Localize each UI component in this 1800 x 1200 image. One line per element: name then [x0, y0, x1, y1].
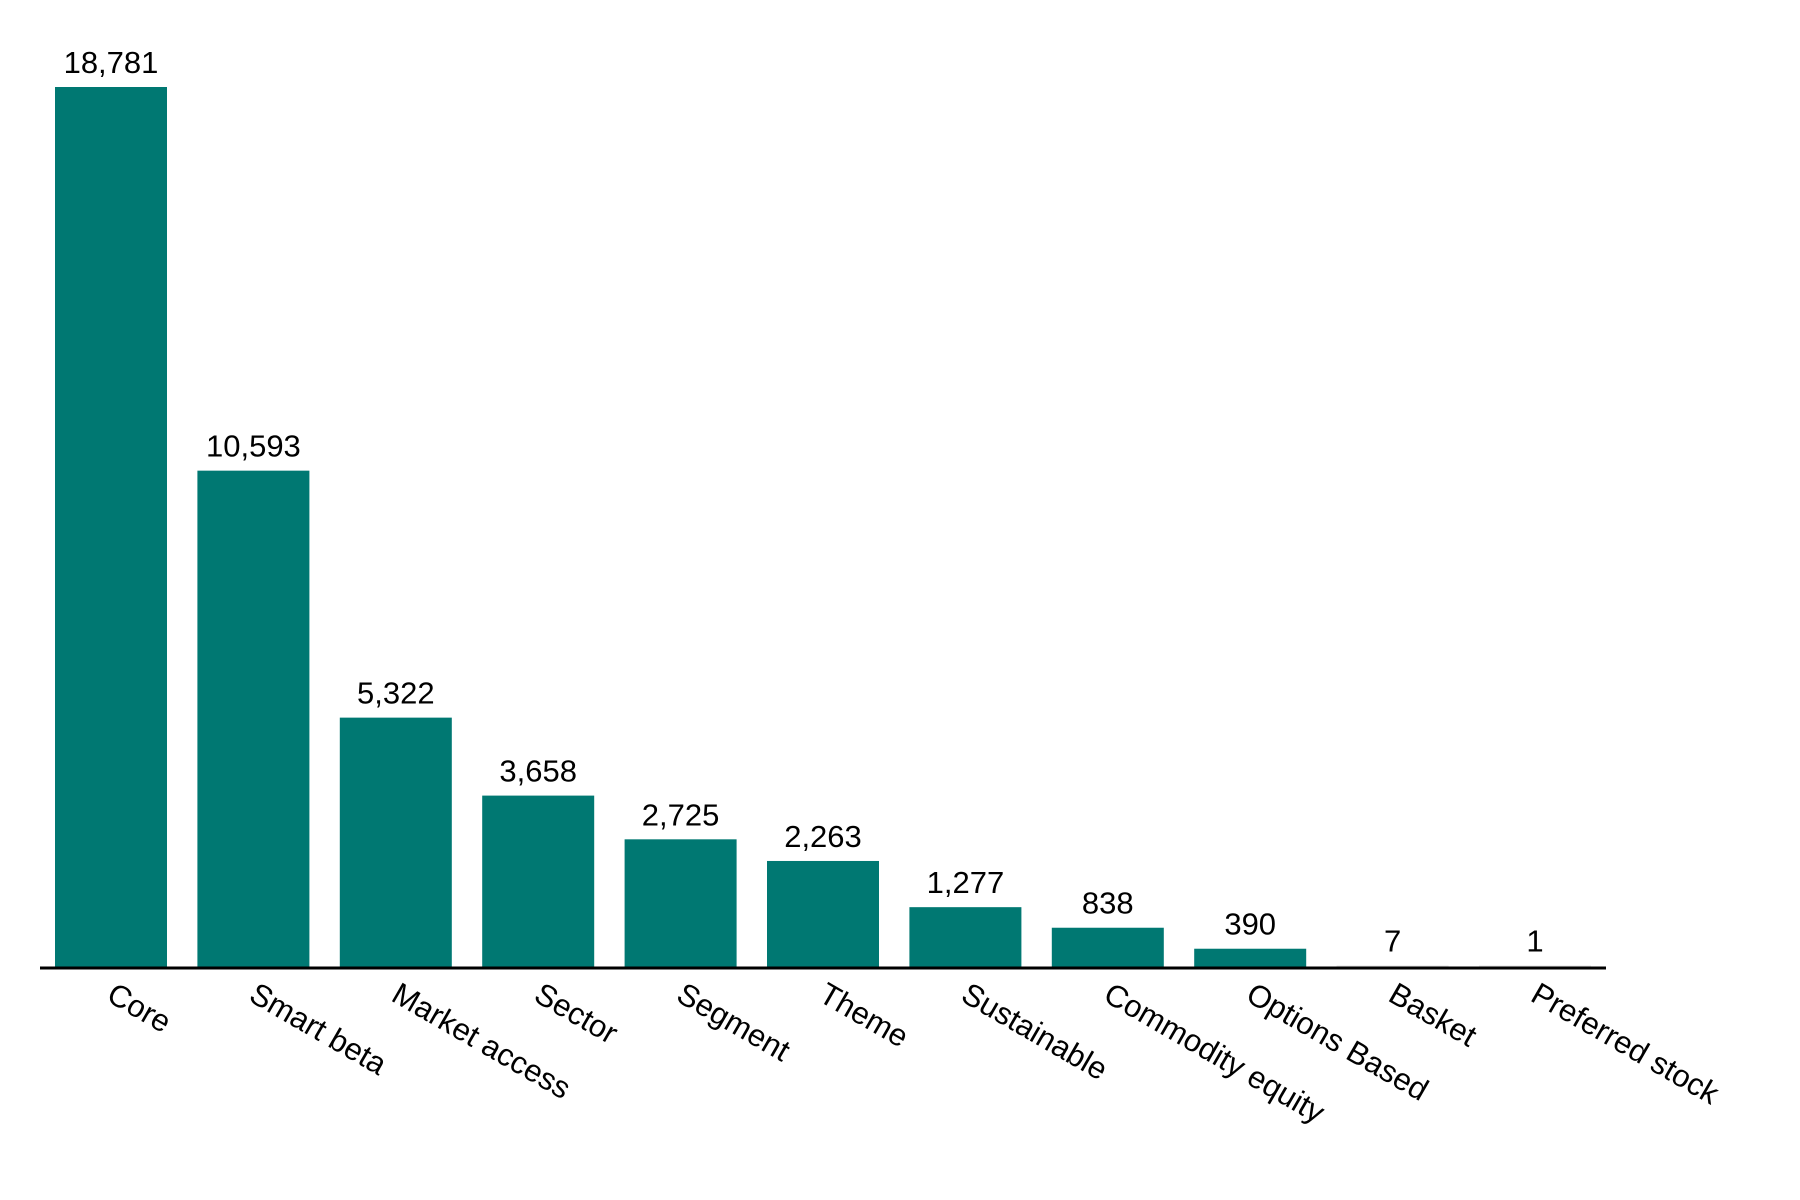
- value-label: 838: [1082, 886, 1134, 921]
- value-label: 390: [1224, 907, 1276, 942]
- value-label: 1: [1526, 924, 1543, 959]
- bar-segment: [624, 839, 737, 967]
- bar-basket: [1336, 965, 1449, 967]
- value-label: 10,593: [206, 429, 301, 464]
- bar-core: [55, 87, 167, 967]
- value-label: 5,322: [357, 676, 435, 711]
- category-label: Smart beta: [244, 976, 393, 1083]
- value-label: 7: [1384, 924, 1401, 959]
- category-label: Sustainable: [956, 976, 1114, 1087]
- category-label: Preferred stock: [1526, 976, 1726, 1112]
- bar-smart-beta: [197, 470, 310, 967]
- category-label: Basket: [1383, 976, 1483, 1054]
- bar-options-based: [1194, 948, 1307, 967]
- value-label: 2,725: [642, 797, 720, 832]
- bars-group: [55, 87, 1591, 967]
- category-label: Sector: [529, 976, 624, 1051]
- category-label: Core: [102, 976, 178, 1040]
- bar-preferred-stock: [1479, 965, 1591, 967]
- value-label: 18,781: [64, 45, 159, 80]
- value-label: 2,263: [784, 819, 862, 854]
- category-label: Theme: [814, 976, 915, 1055]
- bar-theme: [767, 860, 879, 967]
- value-label: 3,658: [499, 754, 577, 789]
- value-label: 1,277: [927, 865, 1005, 900]
- category-label: Segment: [671, 976, 796, 1069]
- bar-sector: [482, 795, 595, 967]
- bar-sustainable: [909, 907, 1022, 967]
- value-labels-group: 18,781 10,593 5,322 3,658 2,725 2,263 1,277 838…: [64, 45, 1544, 959]
- bar-market-access: [339, 717, 452, 967]
- bar-commodity-equity: [1051, 927, 1164, 967]
